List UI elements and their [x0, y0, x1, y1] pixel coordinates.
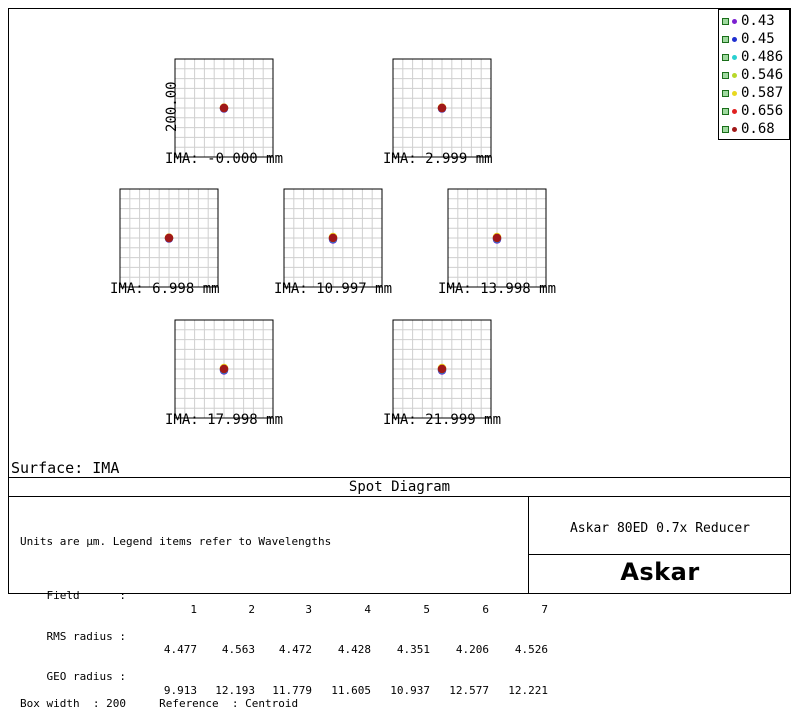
- spot-info-table: Units are µm. Legend items refer to Wave…: [20, 508, 549, 724]
- geo-radius-cell: 10.937: [390, 683, 430, 697]
- legend-item: 0.43: [722, 12, 775, 30]
- legend-item: 0.486: [722, 48, 783, 66]
- spot-box-border: [447, 188, 547, 288]
- footer-divider-horizontal: [528, 554, 791, 555]
- wavelength-legend: 0.43 0.45 0.486 0.546 0.587 0.656 0.68: [718, 9, 790, 140]
- spot-diagram-plot: [119, 58, 547, 419]
- legend-item: 0.45: [722, 30, 775, 48]
- geo-row-label: GEO radius :: [46, 670, 126, 683]
- rms-radius-cell: 4.526: [514, 643, 548, 656]
- rms-radius-cell: 4.472: [278, 643, 312, 656]
- rms-radius-cell: 4.351: [396, 643, 430, 656]
- spot-point-0.68: [328, 233, 338, 243]
- field-number-cell: 6: [482, 602, 489, 616]
- legend-color-dot: [732, 72, 737, 78]
- info-rms-row: RMS radius : 4.477 4.563 4.472 4.428 4.351 4.…: [20, 616, 549, 657]
- legend-label: 0.43: [741, 13, 775, 29]
- spot-point-0.68: [437, 364, 447, 374]
- rms-radius-cell: 4.428: [337, 643, 371, 656]
- field-number-cell: 4: [364, 602, 371, 616]
- spot-point-0.68: [219, 364, 229, 374]
- field-label-1: IMA: -0.000 mm: [165, 151, 284, 167]
- legend-color-dot: [732, 90, 737, 96]
- rms-radius-cell: 4.563: [221, 643, 255, 656]
- spot-box-field-6: [174, 319, 274, 419]
- rms-row-label: RMS radius :: [46, 629, 126, 643]
- geo-radius-cell: 12.221: [508, 683, 548, 697]
- legend-label: 0.45: [741, 31, 775, 47]
- spot-box-border: [283, 188, 383, 288]
- spot-point-0.68: [437, 103, 447, 113]
- field-label-3: IMA: 6.998 mm: [110, 281, 220, 297]
- field-label-2: IMA: 2.999 mm: [383, 151, 493, 167]
- spot-box-border: [392, 319, 492, 419]
- legend-color-dot: [732, 126, 737, 132]
- geo-radius-cell: 12.577: [449, 683, 489, 697]
- spot-point-0.68: [164, 233, 174, 243]
- spot-box-border: [174, 319, 274, 419]
- info-units-line: Units are µm. Legend items refer to Wave…: [20, 535, 332, 548]
- footer-divider-vertical: [528, 496, 529, 594]
- legend-swatch-icon: [722, 107, 729, 115]
- field-number-cell: 5: [423, 602, 430, 616]
- field-number-cell: 3: [305, 602, 312, 616]
- field-label-7: IMA: 21.999 mm: [383, 412, 502, 428]
- spot-box-field-2: [392, 58, 492, 158]
- box-scale-label: 200.00: [164, 81, 180, 132]
- legend-color-dot: [732, 36, 737, 42]
- legend-color-dot: [732, 18, 737, 24]
- spot-point-0.68: [492, 233, 502, 243]
- legend-swatch-icon: [722, 125, 729, 133]
- geo-radius-cell: 12.193: [215, 683, 255, 697]
- spot-box-border: [119, 188, 219, 288]
- lens-name: Askar 80ED 0.7x Reducer: [569, 521, 750, 536]
- field-number-cell: 1: [190, 602, 197, 616]
- legend-color-dot: [732, 108, 737, 114]
- spot-point-0.68: [219, 103, 229, 113]
- info-geo-row: GEO radius : 9.913 12.193 11.779 11.605 10.9…: [20, 657, 549, 697]
- surface-label: Surface: IMA: [11, 459, 120, 477]
- info-field-row: Field : 1 2 3 4 5 6 7: [20, 576, 549, 616]
- legend-label: 0.656: [741, 103, 784, 119]
- field-number-cell: 2: [248, 602, 255, 616]
- chart-title: Spot Diagram: [8, 477, 791, 497]
- geo-radius-cell: 11.605: [331, 683, 371, 697]
- field-number-cell: 7: [541, 602, 548, 616]
- plot-frame: [8, 8, 791, 594]
- legend-color-dot: [732, 54, 737, 60]
- spot-box-field-5: [447, 188, 547, 288]
- legend-label: 0.486: [741, 49, 784, 65]
- legend-swatch-icon: [722, 17, 729, 25]
- legend-item: 0.68: [722, 120, 775, 138]
- legend-label: 0.546: [741, 67, 784, 83]
- field-row-label: Field :: [46, 589, 126, 602]
- spot-box-field-7: [392, 319, 492, 419]
- legend-swatch-icon: [722, 71, 729, 79]
- legend-swatch-icon: [722, 89, 729, 97]
- geo-radius-cell: 11.779: [272, 683, 312, 697]
- rms-radius-cell: 4.477: [163, 643, 197, 656]
- field-label-5: IMA: 13.998 mm: [438, 281, 557, 297]
- spot-box-field-4: [283, 188, 383, 288]
- geo-radius-cell: 9.913: [163, 683, 197, 697]
- askar-logo: Askar: [620, 558, 700, 586]
- spot-box-field-1: [174, 58, 274, 158]
- legend-swatch-icon: [722, 53, 729, 61]
- legend-label: 0.587: [741, 85, 784, 101]
- legend-label: 0.68: [741, 121, 775, 137]
- legend-item: 0.546: [722, 66, 783, 84]
- legend-item: 0.587: [722, 84, 783, 102]
- legend-item: 0.656: [722, 102, 783, 120]
- field-label-6: IMA: 17.998 mm: [165, 412, 284, 428]
- spot-box-border: [392, 58, 492, 158]
- spot-box-field-3: [119, 188, 219, 288]
- spot-box-border: [174, 58, 274, 158]
- info-footer-line: Box width : 200 Reference : Centroid: [20, 697, 299, 710]
- rms-radius-cell: 4.206: [455, 643, 489, 656]
- field-label-4: IMA: 10.997 mm: [274, 281, 393, 297]
- legend-swatch-icon: [722, 35, 729, 43]
